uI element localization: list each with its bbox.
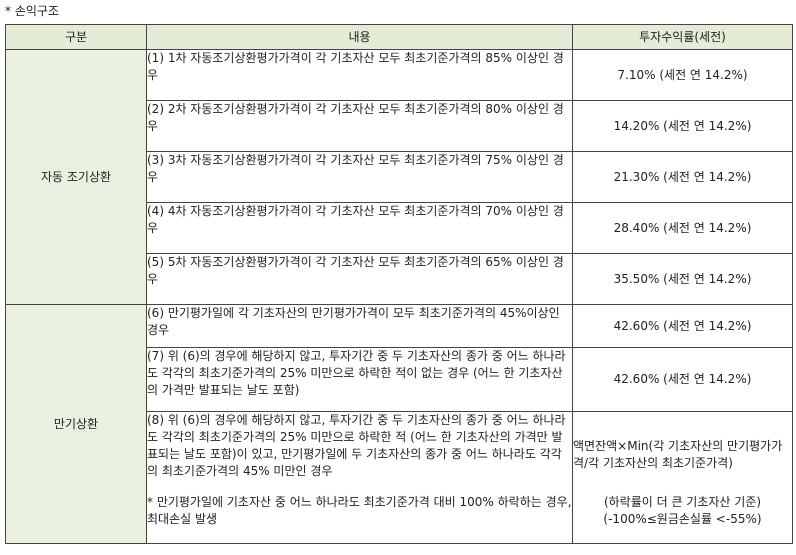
category-early-redemption: 자동 조기상환 bbox=[5, 49, 147, 305]
loss-formula: 액면잔액×Min(각 기초자산의 만기평가가격/각 기초자산의 최초기준가격) bbox=[573, 439, 783, 470]
loss-range: (-100%≤원금손실률 <-55%) bbox=[603, 512, 762, 526]
row-description: (8) 위 (6)의 경우에 해당하지 않고, 투자기간 중 두 기초자산의 종… bbox=[146, 411, 573, 544]
row-description: (2) 2차 자동조기상환평가가격이 각 기초자산 모두 최초기준가격의 80%… bbox=[146, 100, 573, 152]
row-return: 7.10% (세전 연 14.2%) bbox=[572, 49, 793, 101]
table-row: 자동 조기상환 (1) 1차 자동조기상환평가가격이 각 기초자산 모두 최초기… bbox=[5, 49, 793, 305]
loss-basis: (하락률이 더 큰 기초자산 기준) bbox=[603, 495, 762, 509]
row-return: 28.40% (세전 연 14.2%) bbox=[572, 202, 793, 254]
row-return: 액면잔액×Min(각 기초자산의 만기평가가격/각 기초자산의 최초기준가격) … bbox=[572, 411, 793, 544]
row-description: (7) 위 (6)의 경우에 해당하지 않고, 투자기간 중 두 기초자산의 종… bbox=[146, 347, 573, 412]
row-return: 35.50% (세전 연 14.2%) bbox=[572, 253, 793, 305]
row-description: (6) 만기평가일에 각 기초자산의 만기평가가격이 모두 최초기준가격의 45… bbox=[146, 304, 573, 348]
row-description: (5) 5차 자동조기상환평가가격이 각 기초자산 모두 최초기준가격의 65%… bbox=[146, 253, 573, 305]
row-return: 14.20% (세전 연 14.2%) bbox=[572, 100, 793, 152]
section-title: * 손익구조 bbox=[5, 4, 59, 18]
table-row: (8) 위 (6)의 경우에 해당하지 않고, 투자기간 중 두 기초자산의 종… bbox=[6, 411, 793, 544]
max-loss-note: * 만기평가일에 기초자산 중 어느 하나라도 최초기준가격 대비 100% 하… bbox=[147, 495, 572, 526]
table-row: (3) 3차 자동조기상환평가가격이 각 기초자산 모두 최초기준가격의 75%… bbox=[6, 151, 793, 203]
row-description: (3) 3차 자동조기상환평가가격이 각 기초자산 모두 최초기준가격의 75%… bbox=[146, 151, 573, 203]
table-row: (4) 4차 자동조기상환평가가격이 각 기초자산 모두 최초기준가격의 70%… bbox=[6, 202, 793, 254]
header-return: 투자수익률(세전) bbox=[572, 24, 793, 50]
row-description: (1) 1차 자동조기상환평가가격이 각 기초자산 모두 최초기준가격의 85%… bbox=[146, 49, 573, 101]
row-return: 21.30% (세전 연 14.2%) bbox=[572, 151, 793, 203]
row-return: 42.60% (세전 연 14.2%) bbox=[572, 304, 793, 348]
table-row: (2) 2차 자동조기상환평가가격이 각 기초자산 모두 최초기준가격의 80%… bbox=[6, 100, 793, 152]
row-return: 42.60% (세전 연 14.2%) bbox=[572, 347, 793, 412]
category-maturity: 만기상환 bbox=[5, 304, 147, 544]
table-row: (7) 위 (6)의 경우에 해당하지 않고, 투자기간 중 두 기초자산의 종… bbox=[6, 347, 793, 412]
payoff-table: 구분 내용 투자수익률(세전) 자동 조기상환 (1) 1차 자동조기상환평가가… bbox=[5, 24, 793, 544]
header-row: 구분 내용 투자수익률(세전) bbox=[5, 24, 793, 50]
row-description: (4) 4차 자동조기상환평가가격이 각 기초자산 모두 최초기준가격의 70%… bbox=[146, 202, 573, 254]
loss-condition-text: (8) 위 (6)의 경우에 해당하지 않고, 투자기간 중 두 기초자산의 종… bbox=[147, 413, 566, 478]
table-row: 만기상환 (6) 만기평가일에 각 기초자산의 만기평가가격이 모두 최초기준가… bbox=[5, 304, 793, 544]
header-description: 내용 bbox=[146, 24, 573, 50]
header-category: 구분 bbox=[5, 24, 147, 50]
